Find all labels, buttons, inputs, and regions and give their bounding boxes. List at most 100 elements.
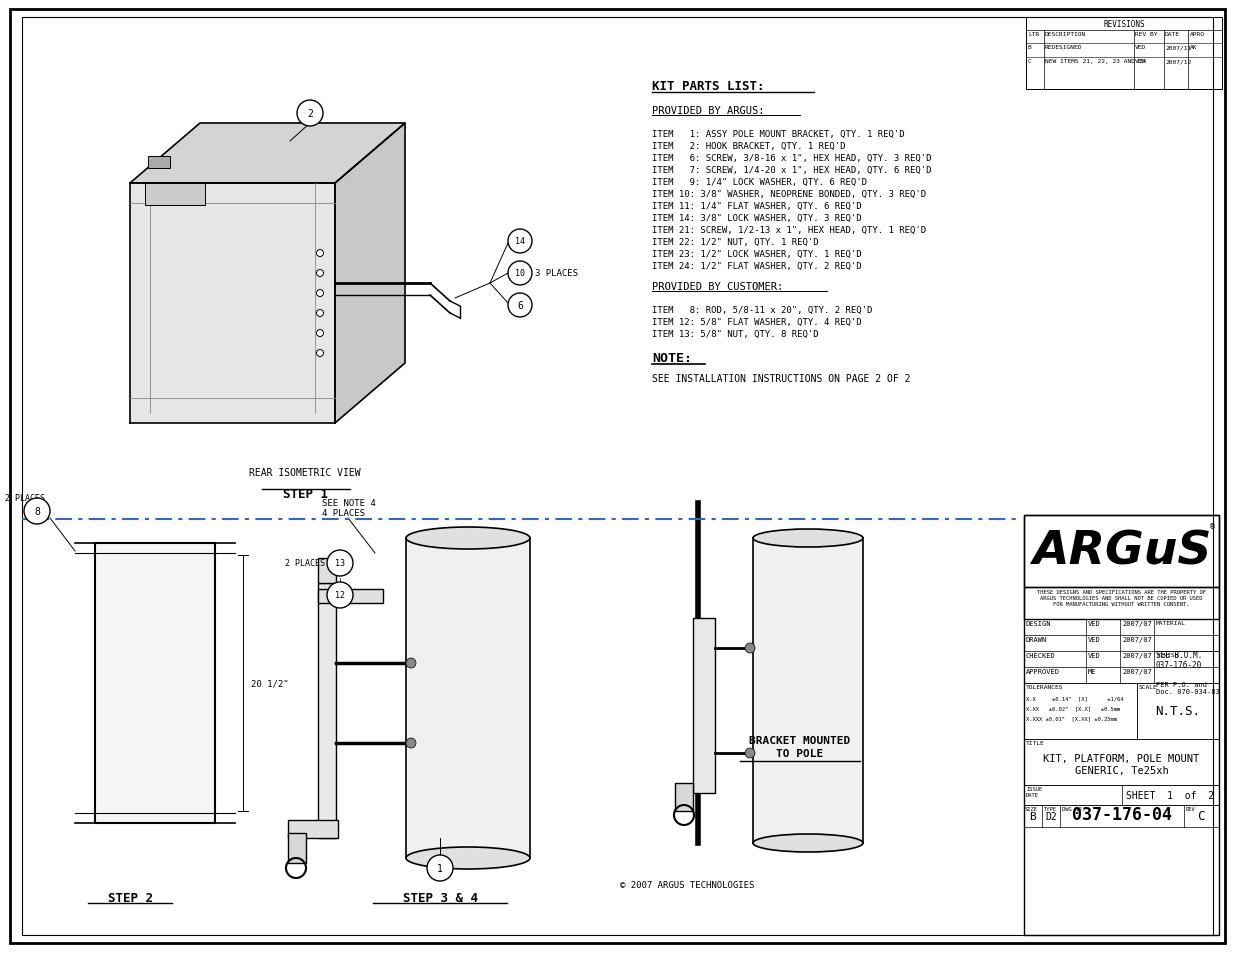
Text: ITEM   8: ROD, 5/8-11 x 20", QTY. 2 REQ'D: ITEM 8: ROD, 5/8-11 x 20", QTY. 2 REQ'D (652, 306, 872, 314)
Text: X.XX   ±0.02"  [X.X]   ±0.5mm: X.XX ±0.02" [X.X] ±0.5mm (1026, 705, 1120, 710)
Text: KIT PARTS LIST:: KIT PARTS LIST: (652, 80, 764, 92)
Text: BRACKET MOUNTED: BRACKET MOUNTED (750, 735, 851, 745)
Ellipse shape (406, 847, 530, 869)
Text: B: B (1030, 811, 1036, 821)
Circle shape (406, 659, 416, 668)
Text: TO POLE: TO POLE (777, 748, 824, 759)
Text: ®: ® (1210, 521, 1215, 531)
Text: 2: 2 (308, 109, 312, 119)
Circle shape (508, 230, 532, 253)
Text: 20 1/2": 20 1/2" (251, 679, 289, 688)
Text: DATE: DATE (1165, 32, 1179, 37)
Text: PER P.O. and
Doc. 070-034-83: PER P.O. and Doc. 070-034-83 (1156, 681, 1220, 695)
Bar (317, 558, 336, 583)
Bar (676, 783, 693, 811)
Circle shape (23, 498, 49, 524)
Text: LTR: LTR (1028, 32, 1039, 37)
Text: TOLERANCES: TOLERANCES (1026, 684, 1063, 689)
Text: 2007/07: 2007/07 (1123, 668, 1152, 675)
Ellipse shape (753, 530, 863, 547)
Text: SEE NOTE 4
4 PLACES: SEE NOTE 4 4 PLACES (322, 498, 375, 517)
Text: ITEM   1: ASSY POLE MOUNT BRACKET, QTY. 1 REQ'D: ITEM 1: ASSY POLE MOUNT BRACKET, QTY. 1 … (652, 130, 904, 139)
Text: REV: REV (1186, 806, 1195, 811)
Bar (1024, 516, 1219, 587)
Text: PROVIDED BY CUSTOMER:: PROVIDED BY CUSTOMER: (652, 282, 783, 292)
Text: 2007/07: 2007/07 (1123, 620, 1152, 626)
Circle shape (296, 101, 324, 127)
Text: X.XXX ±0.01"  [X.XX] ±0.25mm: X.XXX ±0.01" [X.XX] ±0.25mm (1026, 716, 1116, 720)
Text: 2 PLACES: 2 PLACES (285, 558, 325, 568)
Text: ITEM   9: 1/4" LOCK WASHER, QTY. 6 REQ'D: ITEM 9: 1/4" LOCK WASHER, QTY. 6 REQ'D (652, 178, 867, 187)
Text: SEE B.O.M.
037-176-20: SEE B.O.M. 037-176-20 (1156, 650, 1202, 670)
Text: SIZE: SIZE (1025, 806, 1037, 811)
Polygon shape (335, 124, 405, 423)
Text: ITEM   2: HOOK BRACKET, QTY. 1 REQ'D: ITEM 2: HOOK BRACKET, QTY. 1 REQ'D (652, 142, 846, 151)
Bar (317, 583, 336, 838)
Polygon shape (130, 124, 405, 184)
Bar (1024, 683, 1137, 740)
Text: B: B (1028, 45, 1031, 50)
Text: VED: VED (1088, 620, 1100, 626)
Text: SHEET  1  of  2: SHEET 1 of 2 (1126, 790, 1214, 801)
Bar (144, 184, 205, 206)
Text: ARGuS: ARGuS (1031, 529, 1212, 574)
Text: DWG NO.: DWG NO. (1062, 806, 1084, 811)
Circle shape (316, 271, 324, 277)
Text: 8: 8 (35, 506, 40, 517)
Text: C: C (1028, 59, 1031, 64)
Bar (1026, 18, 1221, 90)
Text: 3 PLACES: 3 PLACES (535, 269, 578, 278)
Bar (406, 538, 530, 858)
Bar (1024, 805, 1219, 827)
Text: ITEM   7: SCREW, 1/4-20 x 1", HEX HEAD, QTY. 6 REQ'D: ITEM 7: SCREW, 1/4-20 x 1", HEX HEAD, QT… (652, 166, 931, 174)
Text: 13: 13 (335, 558, 345, 568)
Text: TYPE: TYPE (1044, 806, 1057, 811)
Polygon shape (130, 184, 335, 423)
Text: ITEM 12: 5/8" FLAT WASHER, QTY. 4 REQ'D: ITEM 12: 5/8" FLAT WASHER, QTY. 4 REQ'D (652, 317, 862, 327)
Text: THESE DESIGNS AND SPECIFICATIONS ARE THE PROPERTY OF
ARGUS TECHNOLOGIES AND SHAL: THESE DESIGNS AND SPECIFICATIONS ARE THE… (1037, 589, 1207, 606)
Text: 6: 6 (517, 301, 522, 311)
Ellipse shape (753, 834, 863, 852)
Text: ITEM 22: 1/2" NUT, QTY. 1 REQ'D: ITEM 22: 1/2" NUT, QTY. 1 REQ'D (652, 237, 819, 247)
Text: REAR ISOMETRIC VIEW: REAR ISOMETRIC VIEW (249, 467, 361, 477)
Text: 2007/07: 2007/07 (1123, 652, 1152, 659)
Text: 2007/11: 2007/11 (1165, 45, 1192, 50)
Text: NOTE:: NOTE: (652, 352, 692, 365)
Bar (288, 821, 338, 838)
Bar (1024, 587, 1219, 619)
Text: VED: VED (1135, 59, 1146, 64)
Text: 2007/12: 2007/12 (1165, 59, 1192, 64)
Text: ITEM 24: 1/2" FLAT WASHER, QTY. 2 REQ'D: ITEM 24: 1/2" FLAT WASHER, QTY. 2 REQ'D (652, 262, 862, 271)
Bar (95, 543, 215, 823)
Text: SEE INSTALLATION INSTRUCTIONS ON PAGE 2 OF 2: SEE INSTALLATION INSTRUCTIONS ON PAGE 2 … (652, 374, 910, 384)
Circle shape (508, 262, 532, 286)
Circle shape (316, 310, 324, 317)
Text: ITEM 10: 3/8" WASHER, NEOPRENE BONDED, QTY. 3 REQ'D: ITEM 10: 3/8" WASHER, NEOPRENE BONDED, Q… (652, 190, 926, 199)
Text: REVISIONS: REVISIONS (1103, 20, 1145, 29)
Text: DESIGN: DESIGN (1026, 620, 1051, 626)
Circle shape (745, 643, 755, 654)
Text: X.X     ±0.14"  [X]      ±1/64: X.X ±0.14" [X] ±1/64 (1026, 696, 1124, 700)
Text: 037-176-04: 037-176-04 (1072, 805, 1172, 823)
Text: D2: D2 (1045, 811, 1057, 821)
Text: ITEM 21: SCREW, 1/2-13 x 1", HEX HEAD, QTY. 1 REQ'D: ITEM 21: SCREW, 1/2-13 x 1", HEX HEAD, Q… (652, 226, 926, 234)
Text: MATERIAL: MATERIAL (1156, 620, 1186, 625)
Text: REV BY: REV BY (1135, 32, 1157, 37)
Text: STEP 3 & 4: STEP 3 & 4 (403, 891, 478, 904)
Circle shape (316, 291, 324, 297)
Text: VED: VED (1088, 637, 1100, 642)
Circle shape (406, 739, 416, 748)
Text: PROVIDED BY ARGUS:: PROVIDED BY ARGUS: (652, 106, 764, 116)
Circle shape (316, 330, 324, 337)
Text: SCALE: SCALE (1139, 684, 1157, 689)
Text: APRO: APRO (1191, 32, 1205, 37)
Text: 2 PLACES: 2 PLACES (5, 494, 44, 503)
Text: 12: 12 (335, 591, 345, 599)
Text: APPROVED: APPROVED (1026, 668, 1060, 675)
Text: ITEM 14: 3/8" LOCK WASHER, QTY. 3 REQ'D: ITEM 14: 3/8" LOCK WASHER, QTY. 3 REQ'D (652, 213, 862, 223)
Circle shape (316, 251, 324, 257)
Text: 10: 10 (515, 269, 525, 278)
Bar (1137, 683, 1219, 740)
Text: FINISH: FINISH (1156, 652, 1178, 658)
Circle shape (316, 350, 324, 357)
